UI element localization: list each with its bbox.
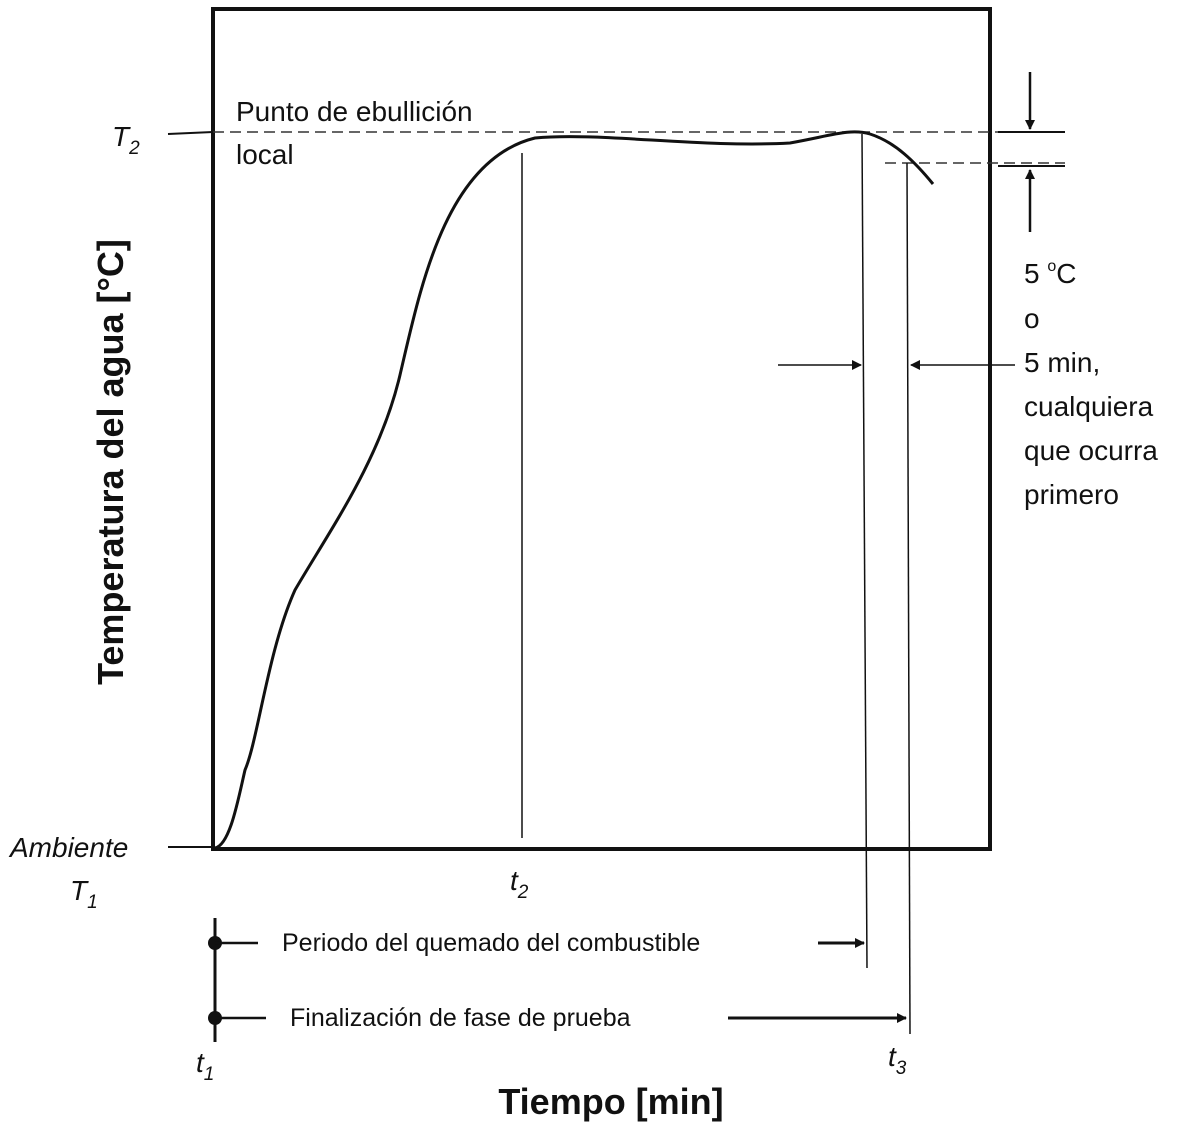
t3-vertical-line: [906, 162, 911, 1035]
ambient-label: Ambiente: [8, 832, 128, 863]
t1-time-label: t1: [196, 1047, 214, 1085]
test-end-label: Finalización de fase de prueba: [290, 1004, 631, 1032]
condition-note-line2: o: [1024, 303, 1040, 334]
plot-frame: [211, 7, 992, 851]
t1-level-label: T1: [70, 875, 98, 913]
t2-level-leader: [167, 131, 214, 135]
condition-note-line3: 5 min,: [1024, 347, 1100, 378]
t2-time-label: t2: [510, 865, 529, 903]
fuel-burn-end-line: [861, 133, 868, 969]
condition-note-line4: cualquiera: [1024, 391, 1154, 422]
x-axis-label: Tiempo [min]: [498, 1081, 723, 1122]
t3-time-label: t3: [888, 1041, 907, 1079]
temperature-curve: [214, 130, 935, 850]
condition-note-line5: que ocurra: [1024, 435, 1158, 466]
fuel-burn-period-label: Periodo del quemado del combustible: [282, 929, 700, 957]
boiling-point-label-line2: local: [236, 139, 294, 170]
condition-note-line1: 5 oC: [1024, 258, 1077, 289]
condition-note-line6: primero: [1024, 479, 1119, 510]
y-axis-label: Temperatura del agua [°C]: [90, 239, 131, 685]
t2-level-label: T2: [112, 121, 140, 159]
boiling-point-label-line1: Punto de ebullición: [236, 96, 473, 127]
